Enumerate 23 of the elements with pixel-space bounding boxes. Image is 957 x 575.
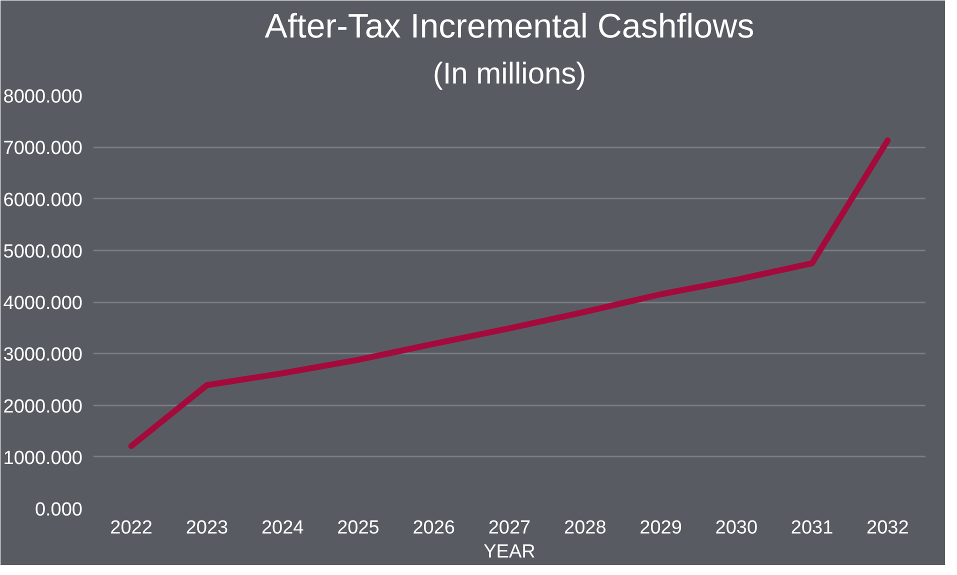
chart-subtitle: (In millions) — [432, 58, 586, 90]
x-tick-label: 2023 — [186, 518, 228, 538]
x-tick-label: 2024 — [261, 518, 304, 538]
x-tick-label: 2032 — [866, 518, 909, 538]
y-tick-label: 0.000 — [34, 500, 82, 520]
x-tick-label: 2030 — [715, 518, 758, 538]
x-tick-label: 2025 — [337, 518, 380, 538]
x-axis-title: YEAR — [484, 542, 536, 562]
y-tick-label: 2000.000 — [3, 396, 83, 418]
x-tick-label: 2031 — [790, 518, 834, 538]
y-tick-label: 8000.000 — [3, 86, 83, 108]
y-tick-label: 7000.000 — [3, 138, 83, 160]
y-tick-label: 6000.000 — [3, 190, 83, 211]
x-tick-label: 2027 — [488, 518, 531, 538]
x-tick-label: 2028 — [564, 518, 606, 538]
y-tick-label: 3000.000 — [3, 344, 83, 366]
y-tick-label: 1000.000 — [3, 448, 83, 469]
x-tick-label: 2029 — [640, 518, 682, 538]
x-tick-label: 2022 — [110, 518, 152, 538]
y-tick-label: 4000.000 — [3, 293, 83, 314]
chart-title: After-Tax Incremental Cashflows — [264, 8, 754, 46]
y-tick-label: 5000.000 — [3, 241, 83, 262]
x-tick-label: 2026 — [412, 518, 456, 538]
